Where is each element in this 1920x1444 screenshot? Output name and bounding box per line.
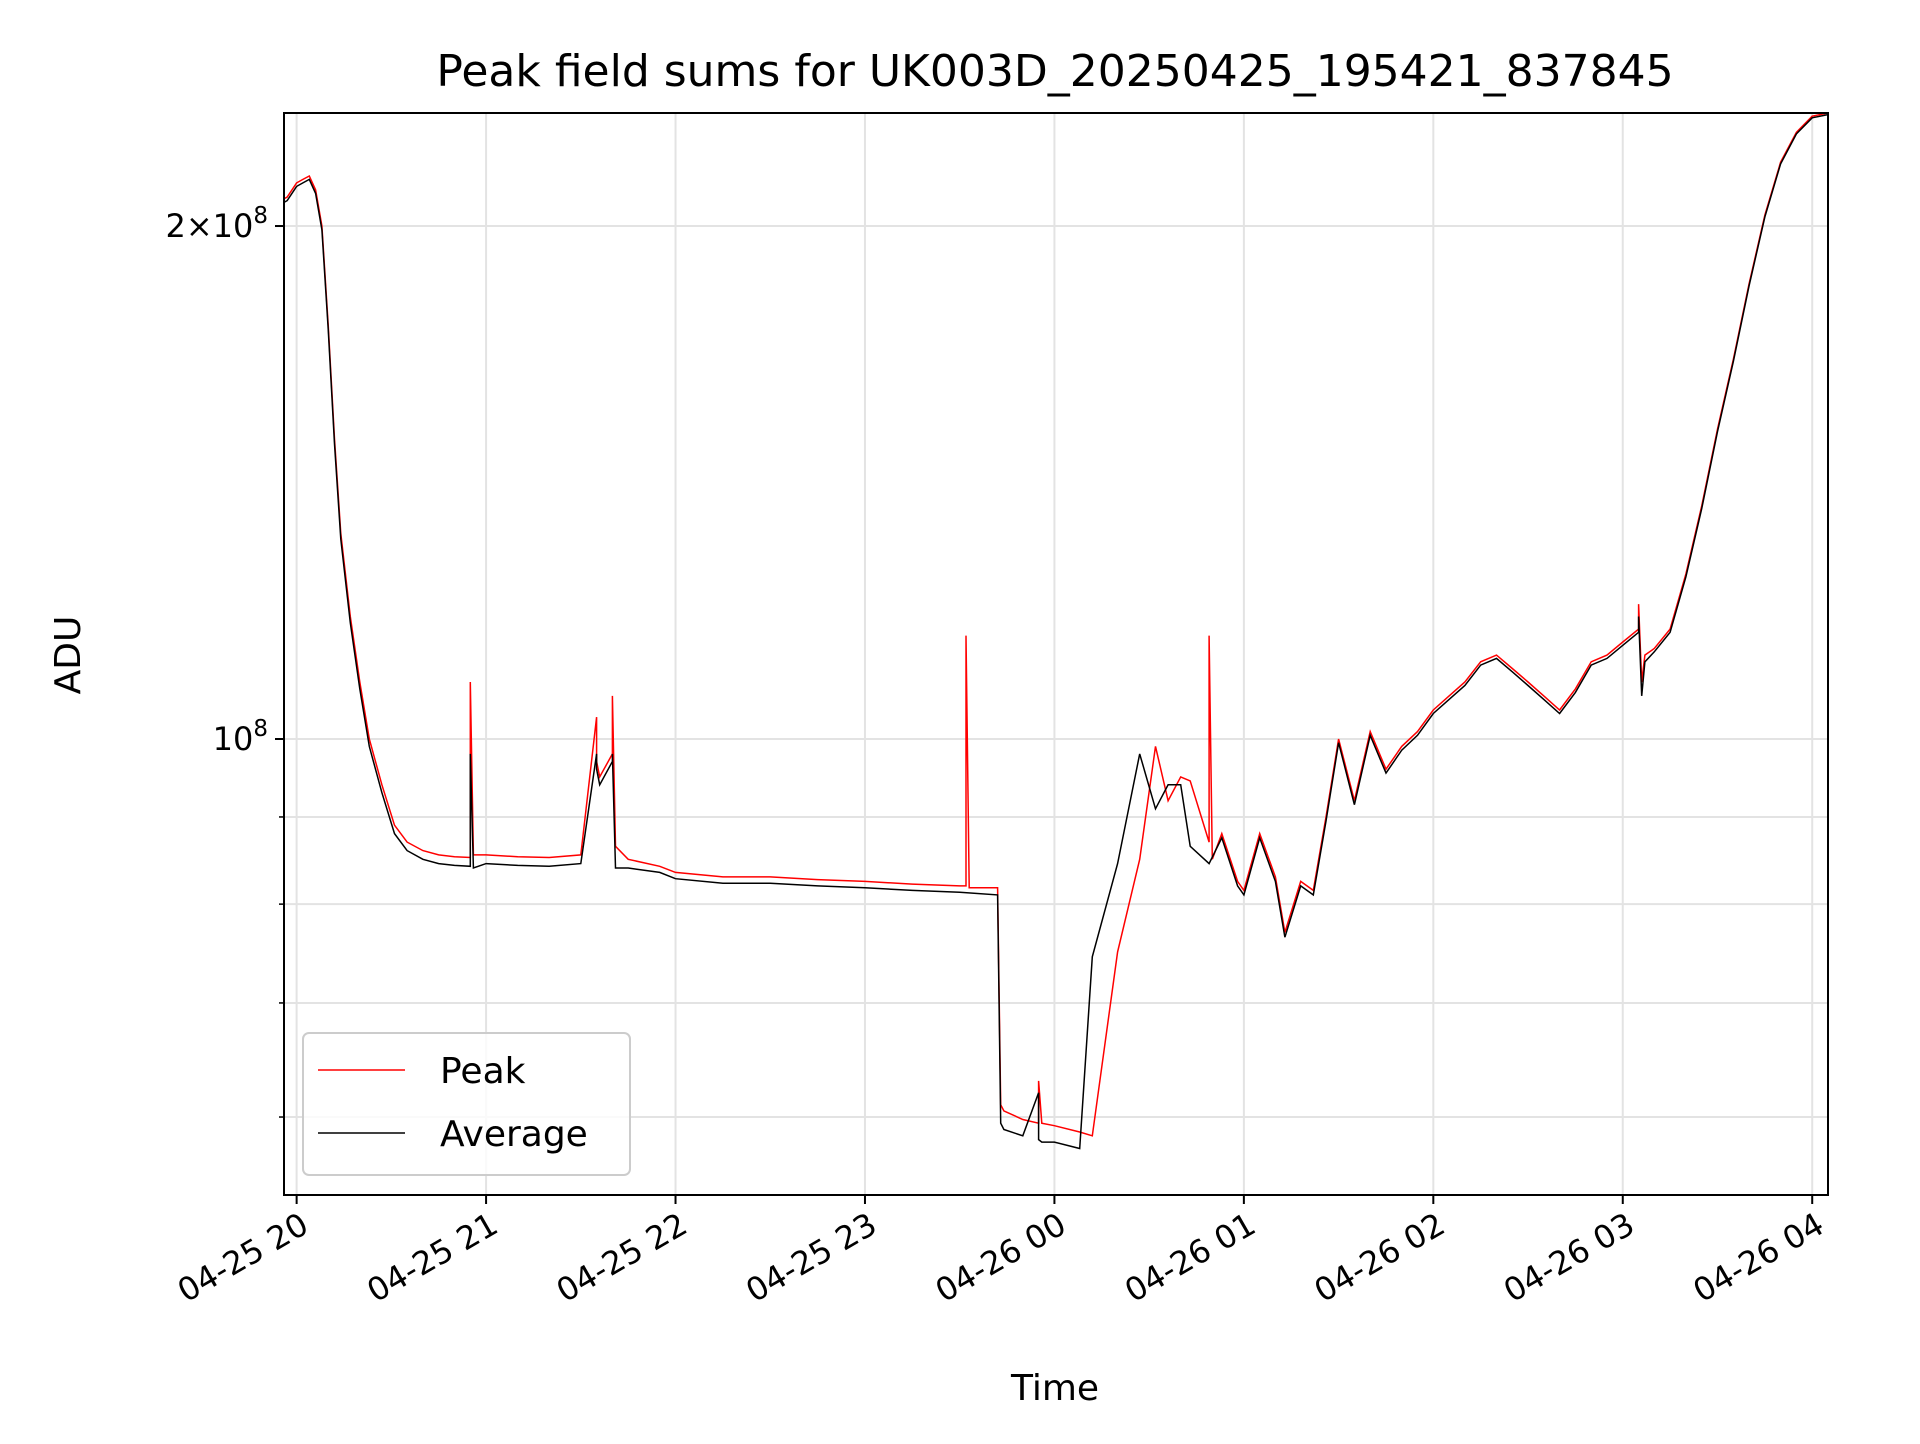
y-tick-label: 108 <box>213 716 268 758</box>
series-line-average <box>284 113 1828 1150</box>
plot-area <box>284 113 1828 1150</box>
y-axis-label: ADU <box>48 616 89 695</box>
grid <box>284 113 1828 1195</box>
y-axis-ticks: 108 2×108 <box>165 203 284 1118</box>
legend: Peak Average <box>302 1032 631 1176</box>
chart-title: Peak field sums for UK003D_20250425_1954… <box>436 46 1673 97</box>
axes-frame <box>283 112 1829 1196</box>
y-tick-label: 2×108 <box>165 203 268 245</box>
legend-box <box>302 1032 631 1176</box>
series-line-peak <box>284 113 1828 1137</box>
legend-label-average: Average <box>440 1114 588 1155</box>
legend-label-peak: Peak <box>440 1051 526 1092</box>
x-axis-label: Time <box>1010 1368 1099 1409</box>
